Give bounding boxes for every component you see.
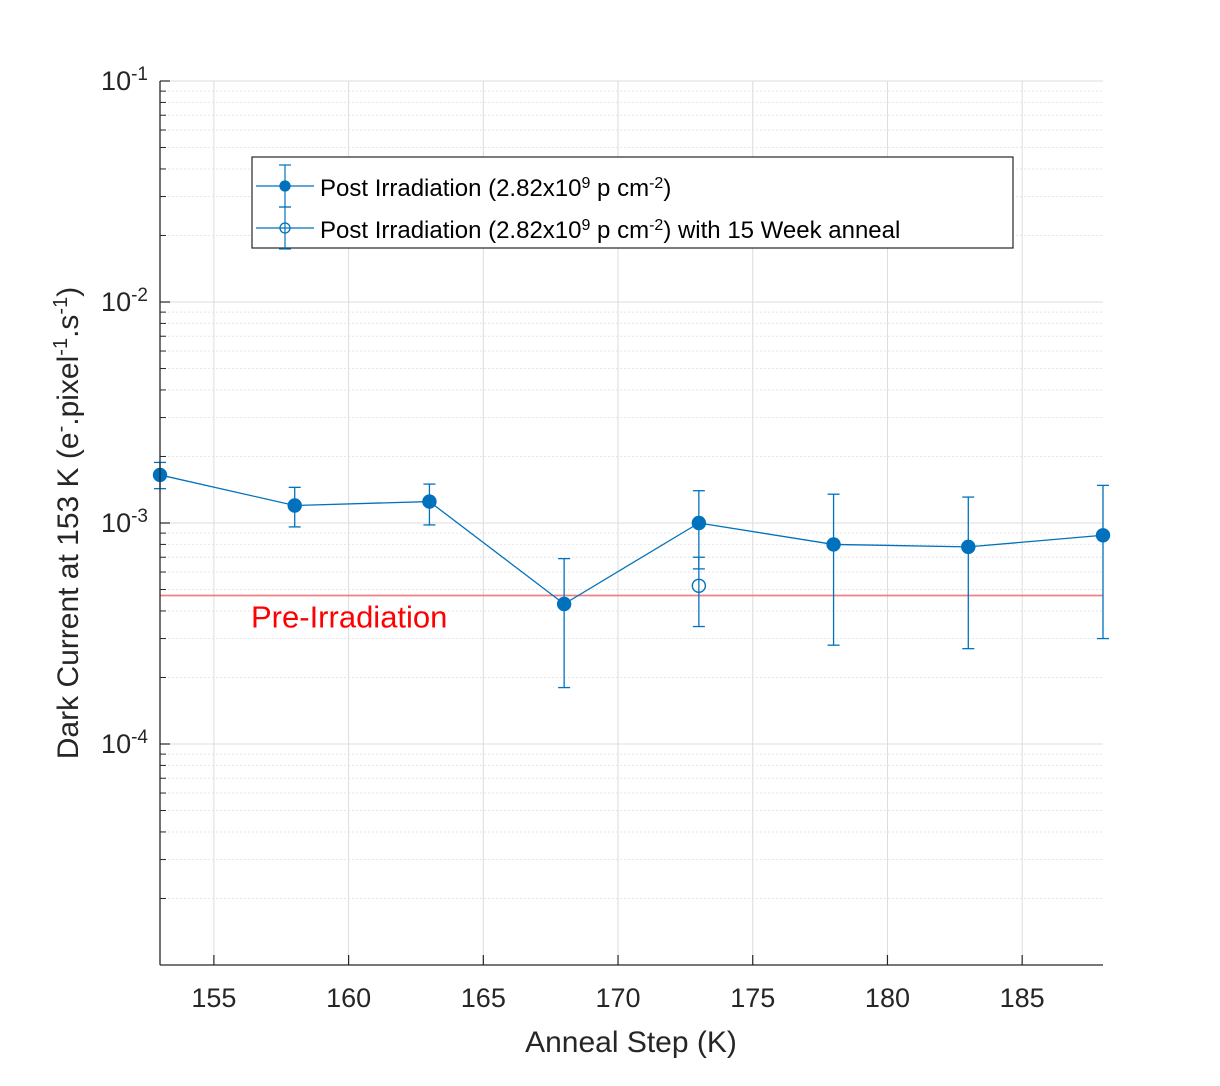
data-point: [556, 596, 572, 612]
data-point: [1095, 528, 1111, 543]
legend-marker: [279, 180, 291, 192]
pre-irradiation-reference: Pre-Irradiation: [160, 594, 1103, 634]
series-line: [159, 474, 1104, 605]
x-tick-label: 170: [595, 983, 640, 1013]
minor-gridlines: [160, 90, 1103, 899]
x-tick-label: 165: [461, 983, 506, 1013]
x-axis-label: Anneal Step (K): [525, 1026, 737, 1059]
y-axis-label: Dark Current at 153 K (e-.pixel-1.s-1): [50, 287, 85, 759]
legend-box: [251, 156, 1014, 249]
legend-entry-post-irradiation: Post Irradiation (2.82x109 p cm-2): [320, 175, 671, 203]
x-tick-label: 180: [865, 983, 910, 1013]
x-tick-label: 185: [1000, 983, 1045, 1013]
legend: Post Irradiation (2.82x109 p cm-2) Post …: [251, 156, 1014, 250]
data-point: [826, 537, 841, 552]
y-tick-label: 10-4: [101, 727, 148, 760]
data-point: [691, 515, 707, 531]
data-point-open: [691, 578, 707, 593]
y-axis-ticks: 10-4 10-3 10-2 10-1: [101, 64, 170, 899]
data-point: [961, 539, 976, 555]
data-series: [152, 461, 1111, 689]
pre-irradiation-label: Pre-Irradiation: [251, 599, 447, 634]
y-tick-label: 10-2: [101, 285, 148, 318]
x-axis-ticks: 155 160 165 170 175 180 185: [191, 955, 1045, 1013]
data-point: [422, 494, 437, 509]
y-tick-label: 10-1: [101, 64, 148, 97]
x-tick-label: 175: [730, 983, 775, 1013]
x-tick-label: 155: [191, 983, 236, 1013]
legend-entry-15-week-anneal: Post Irradiation (2.82x109 p cm-2) with …: [320, 217, 900, 245]
data-point: [287, 498, 302, 513]
legend-symbol-open-circle: [256, 206, 314, 250]
x-tick-label: 160: [326, 983, 371, 1013]
legend-marker: [279, 222, 291, 234]
y-tick-label: 10-3: [101, 506, 148, 539]
